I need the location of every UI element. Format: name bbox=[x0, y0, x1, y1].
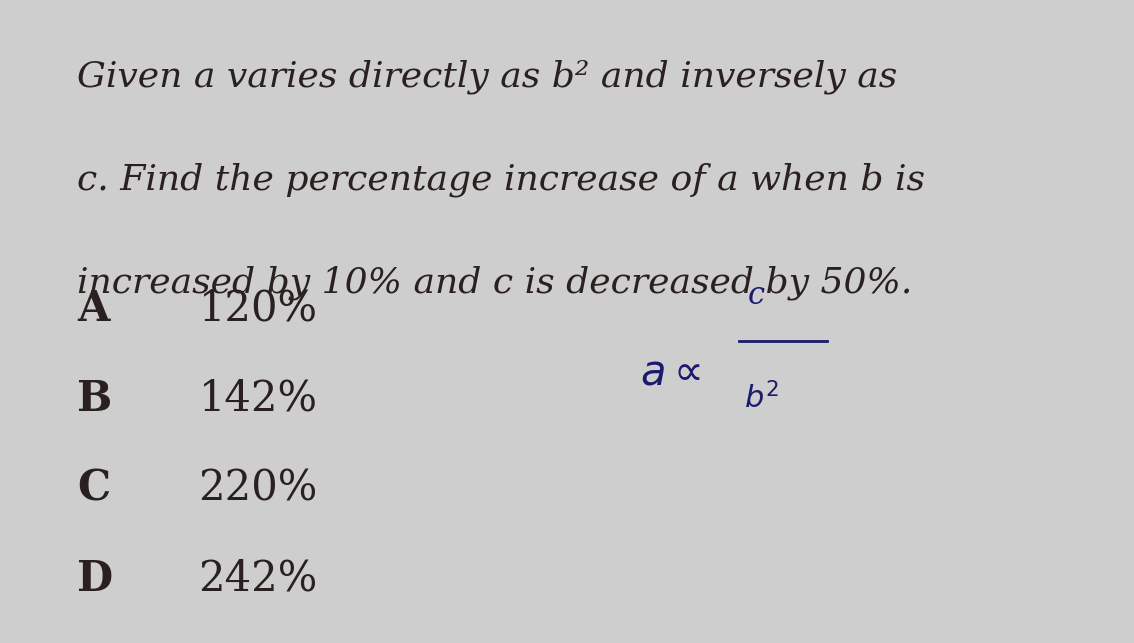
Text: $b^2$: $b^2$ bbox=[744, 383, 779, 415]
Text: c: c bbox=[747, 280, 764, 311]
Text: A: A bbox=[77, 287, 110, 330]
Text: 242%: 242% bbox=[198, 557, 318, 600]
Text: C: C bbox=[77, 467, 110, 510]
Text: 120%: 120% bbox=[198, 287, 318, 330]
Text: $a \propto$: $a \propto$ bbox=[640, 352, 701, 394]
Text: B: B bbox=[77, 377, 112, 420]
Text: 142%: 142% bbox=[198, 377, 318, 420]
Text: Given a varies directly as b² and inversely as: Given a varies directly as b² and invers… bbox=[77, 60, 897, 95]
Text: increased by 10% and c is decreased by 50%.: increased by 10% and c is decreased by 5… bbox=[77, 266, 913, 300]
Text: c. Find the percentage increase of a when b is: c. Find the percentage increase of a whe… bbox=[77, 163, 925, 197]
Text: D: D bbox=[77, 557, 113, 600]
Text: 220%: 220% bbox=[198, 467, 318, 510]
